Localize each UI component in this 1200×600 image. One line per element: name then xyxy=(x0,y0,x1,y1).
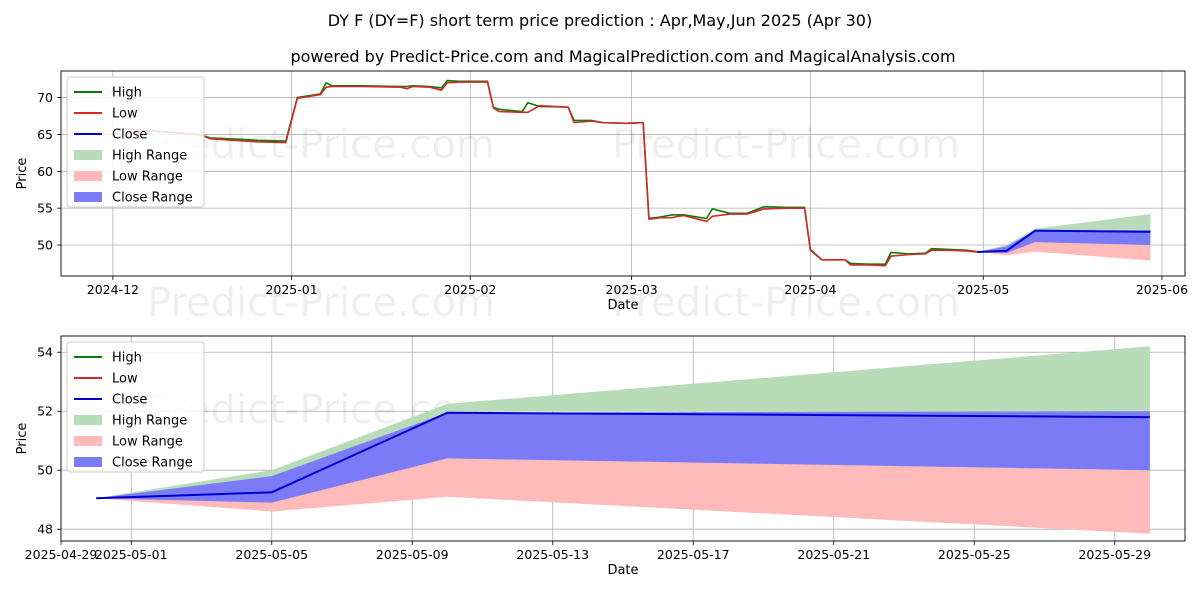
p1-high-range-band xyxy=(96,346,1150,499)
p0-y-tick-label: 65 xyxy=(37,127,53,142)
p0-legend-label-close: Close xyxy=(112,128,147,143)
p0-x-tick-label: 2025-05 xyxy=(957,282,1009,297)
p0-legend-swatch-low-range xyxy=(74,171,102,181)
p0-legend: High Low Close High Range Low Range Close Ran… xyxy=(66,76,205,208)
p1-x-tick-label: 2025-05-05 xyxy=(235,547,308,562)
p1-legend-swatch-low-range xyxy=(74,436,102,446)
watermark: Predict-Price.com xyxy=(147,280,495,326)
p1-y-tick-label: 54 xyxy=(37,345,53,360)
p0-x-axis-label: Date xyxy=(607,298,638,313)
p0-x-tick-label: 2025-04 xyxy=(784,282,836,297)
p0-legend-label-low: Low xyxy=(112,107,138,122)
p1-legend-label-high: High xyxy=(112,351,142,366)
p0-low-history-line xyxy=(118,81,978,267)
p1-x-tick-label: 2025-04-29 xyxy=(25,547,98,562)
p1-legend-label-close: Close xyxy=(112,393,147,408)
p1-legend-label-close-range: Close Range xyxy=(112,456,193,471)
p1-x-tick-label: 2025-05-09 xyxy=(376,547,449,562)
watermark: Predict-Price.com xyxy=(147,122,495,168)
p1-y-tick-label: 52 xyxy=(37,404,53,419)
p1-legend-label-low: Low xyxy=(112,372,138,387)
p0-high-range-band xyxy=(977,214,1151,253)
p1-close-range-band xyxy=(96,411,1150,503)
p0-x-tick-label: 2025-01 xyxy=(265,282,317,297)
p1-x-tick-label: 2025-05-13 xyxy=(516,547,589,562)
p0-x-tick-label: 2024-12 xyxy=(87,282,139,297)
p1-x-tick-label: 2025-05-21 xyxy=(797,547,870,562)
p0-y-tick-label: 55 xyxy=(37,201,53,216)
p1-x-axis-label: Date xyxy=(607,563,638,578)
p1-y-tick-label: 48 xyxy=(37,522,53,537)
p1-legend-label-low-range: Low Range xyxy=(112,435,183,450)
p0-high-history-line xyxy=(118,79,978,266)
p1-legend-swatch-close-range xyxy=(74,457,102,467)
chart-subtitle: powered by Predict-Price.com and Magical… xyxy=(290,47,955,66)
p0-close-forecast-line xyxy=(977,229,1151,254)
p1-low-range-band xyxy=(96,456,1150,534)
p0-x-tick-label: 2025-06 xyxy=(1136,282,1188,297)
p1-close-forecast-line xyxy=(96,411,1150,500)
p0-legend-label-high: High xyxy=(112,86,142,101)
chart-title: DY F (DY=F) short term price prediction … xyxy=(328,11,872,30)
p0-legend-label-close-range: Close Range xyxy=(112,191,193,206)
p0-legend-label-low-range: Low Range xyxy=(112,170,183,185)
p1-x-tick-label: 2025-05-29 xyxy=(1078,547,1151,562)
p0-x-tick-label: 2025-03 xyxy=(606,282,658,297)
p1-legend: High Low Close High Range Low Range Close Ran… xyxy=(66,341,205,473)
p0-y-tick-label: 70 xyxy=(37,90,53,105)
p0-close-range-band xyxy=(977,230,1151,254)
p1-x-tick-label: 2025-05-01 xyxy=(95,547,168,562)
p1-legend-swatch-high-range xyxy=(74,415,102,425)
p1-legend-label-high-range: High Range xyxy=(112,414,187,429)
p0-plot-frame xyxy=(60,70,1186,277)
p0-legend-label-high-range: High Range xyxy=(112,149,187,164)
p1-x-tick-label: 2025-05-25 xyxy=(938,547,1011,562)
p0-y-axis-label: Price xyxy=(15,158,30,190)
watermark: Predict-Price.com xyxy=(612,122,960,168)
p1-x-tick-label: 2025-05-17 xyxy=(657,547,730,562)
p1-y-tick-label: 50 xyxy=(37,463,53,478)
p0-low-range-band xyxy=(977,241,1151,261)
p1-plot-frame xyxy=(60,335,1186,542)
p0-legend-swatch-high-range xyxy=(74,150,102,160)
p0-y-tick-label: 60 xyxy=(37,164,53,179)
p0-legend-swatch-close-range xyxy=(74,192,102,202)
top-panel: 2024-12 2025-01 2025-02 2025-03 2025-04 2025-… xyxy=(15,70,1188,326)
p0-y-tick-label: 50 xyxy=(37,238,53,253)
p1-y-axis-label: Price xyxy=(15,423,30,455)
p0-x-tick-label: 2025-02 xyxy=(444,282,496,297)
watermark: Predict-Price.com xyxy=(612,280,960,326)
